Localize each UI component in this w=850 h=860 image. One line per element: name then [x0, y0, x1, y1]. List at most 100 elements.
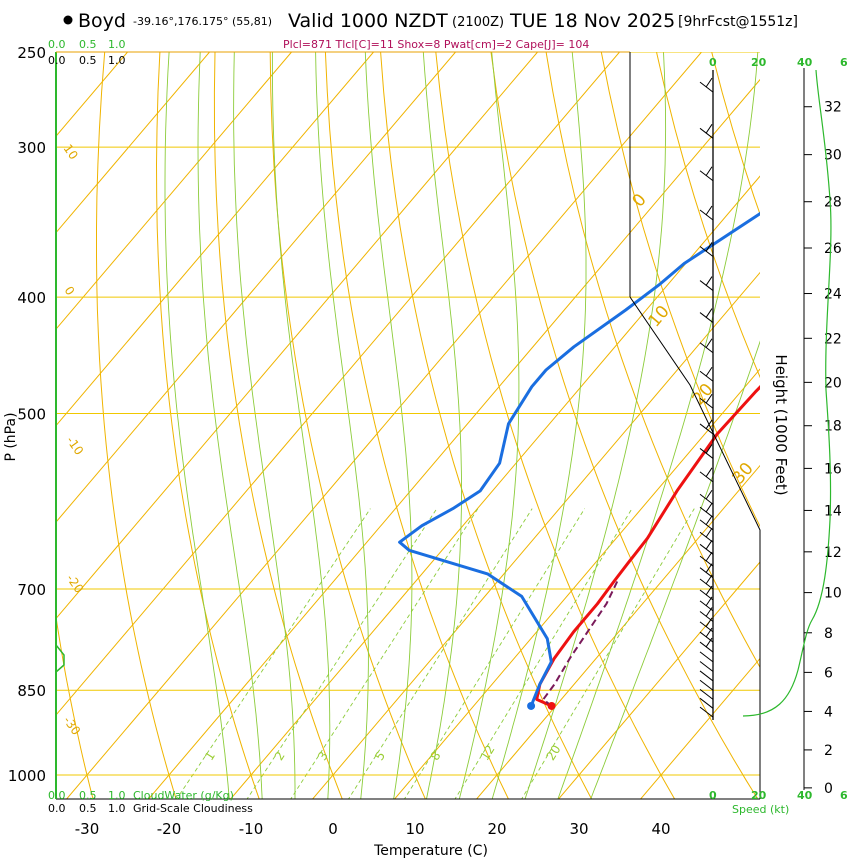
height-tick-label: 24	[824, 287, 842, 303]
mixing-ratio-label: 1	[202, 749, 218, 763]
dry-adiabat-label: -10	[64, 434, 87, 458]
sounding-indices: Plcl=871 Tlcl[C]=11 Shox=8 Pwat[cm]=2 Ca…	[283, 38, 589, 51]
height-tick-label: 2	[824, 743, 833, 759]
wind-barb	[699, 706, 714, 718]
isotherm-line	[56, 52, 620, 716]
height-tick-label: 26	[824, 241, 842, 257]
dry-adiabat-line	[600, 52, 760, 528]
temp-tick-label: -30	[75, 820, 100, 838]
moist-adiabat-line	[164, 52, 230, 799]
top-frac-tick-1: 0.5	[79, 54, 97, 67]
wind-barb	[699, 697, 714, 709]
temp-tick-label: 0	[328, 820, 338, 838]
dry-adiabat-line	[324, 52, 509, 799]
sounding-traces	[398, 211, 760, 708]
mixing-ratio-line	[347, 508, 533, 799]
moist-adiabat-line	[458, 52, 520, 799]
isotherm-line	[639, 657, 760, 799]
height-tick-label: 30	[824, 148, 842, 164]
bottom-speed-tick-3: 6	[840, 789, 848, 802]
isotherm-line	[56, 52, 210, 234]
dewpoint-trace	[398, 211, 760, 707]
wind-barb-flag	[705, 540, 713, 550]
moist-adiabat-line	[422, 52, 462, 799]
temperature-trace	[535, 385, 760, 708]
pressure-tick-label: 1000	[8, 767, 46, 785]
pressure-tick-label: 500	[17, 406, 46, 424]
top-cloud-tick-2: 1.0	[108, 38, 126, 51]
wind-barb-flag	[705, 124, 713, 134]
moist-adiabat-line	[491, 52, 587, 799]
isotherm-line	[65, 52, 702, 799]
speed-profile-curve	[742, 69, 832, 717]
bottom-speed-tick-1: 20	[751, 789, 767, 802]
moist-adiabat-line	[233, 52, 296, 799]
dry-adiabat-line	[213, 52, 343, 799]
moist-adiabat-line	[364, 52, 413, 799]
bottom-cloud-tick-0: 0.0	[48, 789, 66, 802]
temp-tick-label: 40	[651, 820, 670, 838]
height-tick-label: 18	[824, 419, 842, 435]
top-speed-tick-0: 0	[709, 56, 717, 69]
mixing-ratio-line	[290, 508, 479, 799]
wind-barb-flag	[705, 242, 713, 252]
temp-tick-label: 30	[569, 820, 588, 838]
mixing-ratio-line	[246, 508, 438, 799]
dry-adiabat-line	[155, 52, 260, 799]
height-tick-label: 4	[824, 704, 833, 720]
isotherm-line	[393, 368, 760, 799]
forecast-info: [9hrFcst@1551z]	[678, 14, 798, 30]
temp-tick-label: -10	[239, 820, 264, 838]
surface-temp-marker	[547, 701, 556, 710]
height-tick-label: 10	[824, 586, 842, 602]
mixing-ratio-label: 5	[372, 749, 388, 763]
temp-tick-label: 20	[487, 820, 506, 838]
isotherm-line	[311, 271, 760, 799]
wind-barb	[699, 688, 714, 700]
wind-barb-flag	[705, 489, 713, 500]
dry-adiabat-line	[269, 52, 426, 799]
isotherm-line	[229, 175, 760, 799]
wind-frame-diagonal	[629, 296, 761, 799]
top-frac-tick-2: 1.0	[108, 54, 126, 67]
station-dot-icon	[63, 15, 73, 25]
wind-barb-flag	[705, 338, 713, 349]
bottom-frac-label: Grid-Scale Cloudiness	[133, 802, 253, 815]
wind-barb-flag	[705, 276, 713, 286]
bottom-speed-tick-2: 40	[797, 789, 813, 802]
isotherm-line	[56, 52, 538, 620]
dry-adiabat-line	[656, 52, 760, 379]
moist-adiabat-line	[315, 52, 369, 799]
height-tick-label: 28	[824, 195, 842, 211]
wind-barb-flag	[705, 527, 713, 538]
y-axis-title: P (hPa)	[3, 412, 19, 461]
height-tick-label: 0	[824, 781, 833, 797]
mixing-ratio-label: 2	[272, 749, 288, 763]
wind-barb-flag	[705, 551, 713, 562]
height-tick-label: 22	[824, 331, 842, 347]
top-cloud-tick-0: 0.0	[48, 38, 66, 51]
wind-barb-flag	[705, 166, 713, 177]
wind-barb	[699, 670, 714, 682]
isotherm-label: 0	[629, 190, 651, 211]
isotherm-line	[557, 561, 760, 799]
height-tick-label: 32	[824, 100, 842, 116]
dry-adiabat-line	[96, 52, 177, 799]
pressure-tick-label: 250	[17, 44, 46, 62]
dry-adiabat-label: 10	[61, 142, 81, 163]
bottom-speed-ticks: 0 20 40 6 Speed (kt)	[709, 789, 848, 816]
dry-adiabat-line	[545, 52, 760, 669]
pressure-tick-label: 850	[17, 682, 46, 700]
mixing-ratio-line	[403, 508, 586, 799]
speed-axis-label: Speed (kt)	[732, 803, 789, 816]
top-speed-ticks: 0 20 40 6	[709, 56, 848, 69]
height-tick-label: 14	[824, 503, 842, 519]
wind-barb-flag	[705, 393, 713, 404]
bottom-cloud-label: CloudWater (g/Kg)	[133, 789, 234, 802]
wind-barb-flag	[705, 515, 713, 526]
dry-adiabat-label: 0	[62, 284, 78, 298]
dry-adiabat-line	[490, 52, 759, 799]
parcel-trace	[542, 581, 619, 707]
